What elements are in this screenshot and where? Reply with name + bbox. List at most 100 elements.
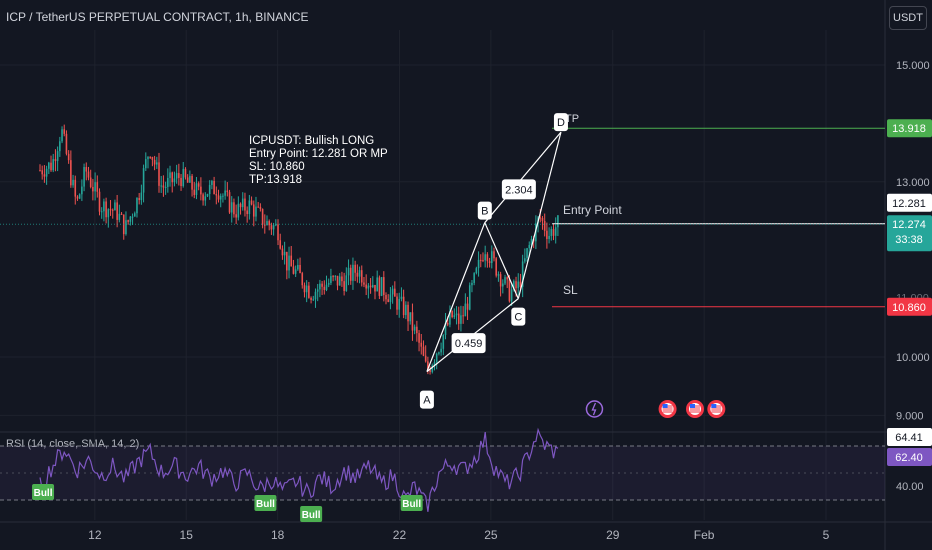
candle-body xyxy=(149,156,151,158)
candle-body xyxy=(266,221,268,226)
candle-body xyxy=(446,322,449,325)
candle-body xyxy=(151,157,154,160)
tp-tag-label: 13.918 xyxy=(892,123,926,135)
candle-body xyxy=(424,355,427,362)
candle-body xyxy=(67,153,70,161)
candle-body xyxy=(175,173,178,179)
candle-body xyxy=(237,203,240,218)
candle-body xyxy=(70,160,72,186)
lightning-event-icon[interactable] xyxy=(585,400,604,418)
candle-body xyxy=(78,194,81,199)
candle-body xyxy=(521,261,524,287)
candle-body xyxy=(471,282,473,286)
candle-body xyxy=(219,195,222,200)
candle-body xyxy=(462,315,464,317)
rsi-label: RSI (14, close, SMA, 14, 2) xyxy=(6,438,140,450)
candle-body xyxy=(142,168,145,193)
candle-body xyxy=(281,248,284,256)
candle-body xyxy=(96,182,99,192)
candle-body xyxy=(365,284,367,289)
candle-body xyxy=(171,172,174,183)
candle-body xyxy=(147,156,149,160)
bull-divergence-box xyxy=(32,484,55,500)
entry-tag xyxy=(887,193,932,212)
candle-body xyxy=(277,224,279,241)
candle-body xyxy=(213,180,215,195)
bull-divergence-label: Bull xyxy=(402,499,421,510)
x-tick-label: 18 xyxy=(271,528,285,542)
candle-body xyxy=(440,348,442,353)
harmonic-point-box xyxy=(553,113,568,132)
candle-body xyxy=(118,213,121,220)
candle-body xyxy=(305,285,308,293)
candle-body xyxy=(391,288,394,295)
candle-body xyxy=(153,159,156,165)
candle-body xyxy=(65,133,68,154)
candle-body xyxy=(510,289,513,302)
rsi-band xyxy=(0,446,885,500)
candle-body xyxy=(226,190,229,193)
candle-body xyxy=(312,299,315,301)
harmonic-leg-ab xyxy=(426,222,486,372)
candle-body xyxy=(39,170,41,172)
candle-body xyxy=(435,353,438,363)
harmonic-ratio-box xyxy=(501,179,536,200)
candle-body xyxy=(160,185,163,187)
candle-body xyxy=(288,255,290,271)
candle-body xyxy=(479,259,482,261)
candle-body xyxy=(202,194,204,201)
x-tick-label: Feb xyxy=(694,528,715,542)
candle-body xyxy=(74,179,77,197)
candle-body xyxy=(89,177,92,187)
candle-body xyxy=(398,298,401,310)
candle-body xyxy=(133,213,136,217)
candle-body xyxy=(347,267,350,276)
candle-body xyxy=(466,303,469,310)
candle-body xyxy=(76,196,79,199)
bull-divergence-box xyxy=(300,506,323,522)
candle-body xyxy=(275,224,277,226)
candle-body xyxy=(208,184,211,195)
candle-body xyxy=(349,267,352,281)
entry-point-label: Entry Point xyxy=(563,203,622,217)
candle-body xyxy=(515,281,517,289)
annotation-line: TP:13.918 xyxy=(249,174,302,186)
harmonic-point-label: C xyxy=(514,312,522,324)
annotation-line: ICPUSDT: Bullish LONG xyxy=(249,135,374,147)
candle-body xyxy=(294,269,297,274)
sl-label: SL xyxy=(563,283,578,297)
candle-body xyxy=(272,225,275,230)
candle-body xyxy=(215,194,218,196)
candle-body xyxy=(517,281,520,289)
candle-body xyxy=(488,261,491,264)
candle-body xyxy=(378,277,381,296)
candle-body xyxy=(354,264,356,273)
candle-body xyxy=(416,326,418,334)
candle-body xyxy=(100,211,103,213)
candle-body xyxy=(54,159,57,162)
candle-body xyxy=(427,361,429,371)
candle-body xyxy=(490,251,493,264)
candle-body xyxy=(303,285,306,293)
candle-body xyxy=(81,186,83,195)
lightning-glyph xyxy=(591,402,597,416)
candle-body xyxy=(513,281,515,290)
candle-body xyxy=(193,189,196,195)
countdown-label: 33:38 xyxy=(895,234,923,246)
candle-body xyxy=(334,275,337,277)
candle-body xyxy=(356,272,359,277)
candle-body xyxy=(369,285,372,288)
candle-body xyxy=(400,296,403,299)
candle-body xyxy=(484,254,486,261)
candle-body xyxy=(107,209,110,218)
candle-body xyxy=(506,277,509,280)
candle-body xyxy=(541,217,544,221)
candle-body xyxy=(402,296,405,316)
candle-body xyxy=(239,203,242,208)
candle-body xyxy=(125,220,127,235)
candle-body xyxy=(413,326,416,331)
candle-body xyxy=(548,235,550,239)
currency-button[interactable]: USDT xyxy=(889,6,927,30)
candle-body xyxy=(173,178,176,183)
